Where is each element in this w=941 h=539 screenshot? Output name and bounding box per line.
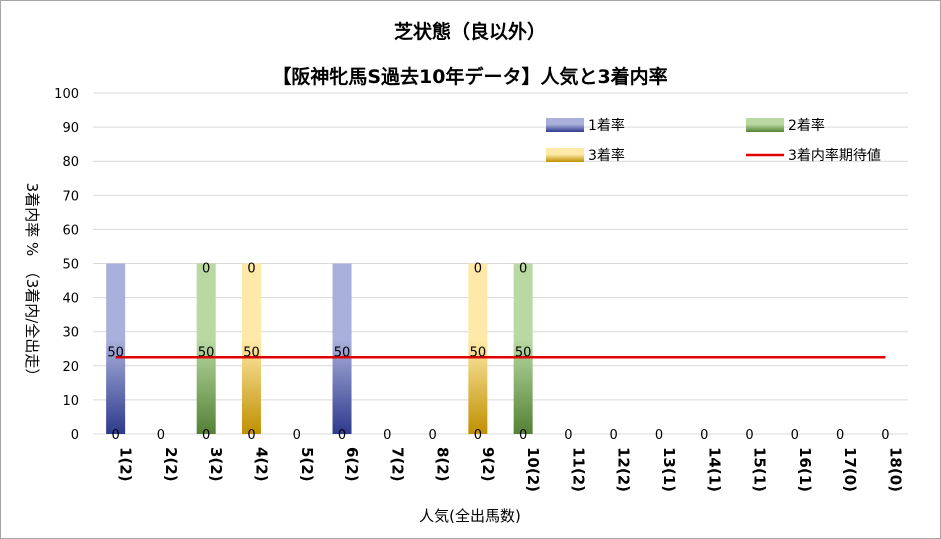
data-label-bottom: 0: [610, 428, 618, 443]
legend-label: 1着率: [588, 117, 625, 134]
bars: [106, 263, 533, 434]
data-label-bottom: 0: [247, 428, 255, 443]
x-tick-label: 17(0): [841, 447, 859, 492]
data-label-middle: 50: [198, 345, 215, 360]
x-tick-label: 11(2): [569, 447, 587, 492]
data-label-bottom: 0: [202, 428, 210, 443]
data-label-bottom: 0: [881, 428, 889, 443]
data-label-bottom: 0: [383, 428, 391, 443]
x-tick-label: 18(0): [886, 447, 904, 492]
data-label-bottom: 0: [111, 428, 119, 443]
data-label-middle: 50: [334, 345, 351, 360]
x-tick-label: 1(2): [117, 447, 135, 482]
x-tick-label: 8(2): [434, 447, 452, 482]
x-tick-label: 7(2): [388, 447, 406, 482]
legend-swatch-1着率: [546, 118, 584, 132]
x-tick-label: 14(1): [705, 447, 723, 492]
x-tick-label: 15(1): [751, 447, 769, 492]
legend-swatch-3着率: [546, 148, 584, 162]
bar-2着率-10(2): [513, 263, 533, 434]
x-tick-label: 6(2): [343, 447, 361, 482]
x-tick-label: 10(2): [524, 447, 542, 492]
data-label-bottom: 0: [338, 428, 346, 443]
y-tick-label: 60: [62, 223, 79, 238]
x-tick-label: 3(2): [207, 447, 225, 482]
y-tick-label: 20: [62, 360, 79, 375]
legend-swatch-2着率: [746, 118, 784, 132]
x-tick-label: 13(1): [660, 447, 678, 492]
data-label-bottom: 0: [700, 428, 708, 443]
data-label-middle: 50: [107, 345, 124, 360]
data-label-bottom: 0: [655, 428, 663, 443]
data-label-bottom: 0: [745, 428, 753, 443]
bar-3着率-9(2): [468, 263, 488, 434]
y-tick-label: 50: [62, 258, 79, 273]
bar-2着率-3(2): [196, 263, 216, 434]
y-tick-label: 90: [62, 121, 79, 136]
legend-label: 2着率: [788, 117, 825, 134]
y-tick-label: 100: [54, 87, 79, 102]
data-label-middle: 50: [515, 345, 532, 360]
x-tick-label: 12(2): [615, 447, 633, 492]
x-tick-label: 5(2): [298, 447, 316, 482]
x-axis-title: 人気(全出馬数): [419, 507, 521, 525]
data-label-bottom: 0: [791, 428, 799, 443]
chart-subtitle: 【阪神牝馬S過去10年データ】人気と3着内率: [272, 65, 667, 88]
y-tick-label: 30: [62, 326, 79, 341]
data-label-top: 0: [519, 262, 527, 277]
x-tick-label: 2(2): [162, 447, 180, 482]
data-labels: 0 50 0 0 50 0 0 50 0 0 0 50 0 0 0 50 0 0 50 0 0 0 0 0 0 0 0 0: [107, 262, 889, 444]
legend-label: 3着率: [588, 147, 625, 164]
data-label-bottom: 0: [428, 428, 436, 443]
bar-1着率-1(2): [106, 263, 126, 434]
data-label-top: 0: [247, 262, 255, 277]
y-tick-label: 10: [62, 394, 79, 409]
axes: 0 10 20 30 40 50 60 70 80 90 100 1(2) 2(2) 3(2) 4(2) 5(…: [54, 87, 904, 492]
chart-title: 芝状態（良以外）: [394, 20, 546, 43]
x-tick-label: 4(2): [252, 447, 270, 482]
data-label-bottom: 0: [293, 428, 301, 443]
legend-label: 3着内率期待値: [788, 147, 881, 164]
data-label-bottom: 0: [836, 428, 844, 443]
y-tick-label: 40: [62, 292, 79, 307]
y-tick-label: 0: [71, 428, 79, 443]
x-tick-label: 9(2): [479, 447, 497, 482]
data-label-top: 0: [202, 262, 210, 277]
data-label-bottom: 0: [519, 428, 527, 443]
data-label-bottom: 0: [157, 428, 165, 443]
bar-1着率-6(2): [332, 263, 352, 434]
data-label-bottom: 0: [564, 428, 572, 443]
data-label-bottom: 0: [474, 428, 482, 443]
y-tick-label: 70: [62, 189, 79, 204]
legend: 1着率 2着率 3着率 3着内率期待値: [546, 117, 881, 164]
x-tick-label: 16(1): [796, 447, 814, 492]
bar-3着率-4(2): [241, 263, 261, 434]
data-label-top: 0: [474, 262, 482, 277]
y-axis-title: 3着内率 % （3着内/全出走）: [23, 183, 41, 384]
gridlines: [93, 92, 908, 435]
data-label-middle: 50: [243, 345, 260, 360]
data-label-middle: 50: [470, 345, 487, 360]
y-tick-label: 80: [62, 155, 79, 170]
